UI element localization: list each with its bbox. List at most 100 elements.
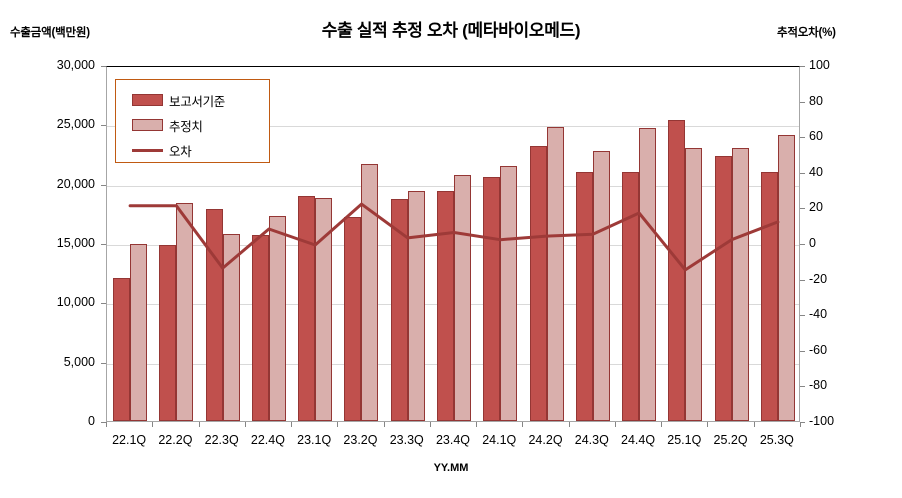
bar-report (437, 191, 454, 421)
bar-estimate (639, 127, 657, 421)
y-axis-left-tickmark (101, 303, 106, 304)
y-axis-left-tick-label: 20,000 (56, 176, 95, 191)
y-axis-left-tick-label: 5,000 (63, 354, 95, 369)
y-axis-right-tick-label: -60 (809, 342, 828, 357)
bar-estimate (546, 126, 564, 421)
bar-report (622, 172, 640, 421)
bar-report (529, 146, 547, 421)
y-axis-right-tick-label: 100 (809, 58, 830, 72)
bar-estimate (731, 148, 749, 421)
y-axis-left-tick-label: 0 (88, 414, 95, 428)
gridline (107, 186, 799, 187)
x-axis-tick-label: 25.3Q (759, 433, 794, 447)
y-axis-right-tickmark (800, 208, 805, 209)
legend-color-swatch (132, 94, 163, 106)
y-axis-left-tickmark (101, 66, 106, 67)
x-axis-tick-label: 23.4Q (435, 433, 471, 447)
y-axis-right-tickmark (800, 244, 805, 245)
plot-area (106, 66, 800, 422)
x-axis-tickmark (800, 422, 801, 427)
y-axis-left-tickmark (101, 125, 106, 126)
bar-estimate (222, 234, 240, 421)
legend-item-label: 보고서기준 (169, 94, 226, 109)
bar-estimate (777, 135, 795, 421)
y-axis-right-tickmark (800, 102, 805, 103)
y-axis-right-tick-label: -100 (809, 414, 835, 428)
gridline (107, 126, 799, 127)
bar-estimate (130, 243, 148, 421)
y-axis-right-tickmark (800, 386, 805, 387)
x-axis-tick-label: 22.3Q (204, 433, 239, 447)
legend-line-swatch (132, 149, 163, 152)
bar-estimate (592, 151, 610, 421)
x-axis-tick-label: 25.2Q (713, 433, 748, 447)
x-axis-tickmark (291, 422, 293, 427)
x-axis-tickmark (661, 422, 663, 427)
x-axis-tick-label: 23.1Q (297, 433, 332, 447)
x-axis-tickmark (568, 422, 570, 427)
bar-estimate (500, 166, 518, 421)
y-axis-left-tick-label: 30,000 (56, 58, 95, 72)
bar-estimate (685, 148, 703, 421)
x-axis-tickmark (614, 422, 616, 427)
legend-color-swatch (132, 119, 163, 131)
y-axis-right-tickmark (800, 315, 805, 316)
x-axis-tick-label: 22.1Q (112, 433, 147, 447)
legend-item-label: 오차 (169, 144, 192, 159)
x-axis-tick-label: 24.2Q (528, 433, 563, 447)
legend-item-label: 추정치 (169, 119, 203, 134)
y-axis-right-tick-label: 0 (809, 236, 816, 250)
bar-estimate (407, 191, 425, 421)
x-axis-tick-label: 22.4Q (250, 433, 285, 447)
y-axis-left-tickmark (101, 244, 106, 245)
y-axis-left-title: 수출금액(백만원) (10, 27, 90, 39)
legend-item[interactable]: 오차 (132, 138, 269, 162)
y-axis-right-tickmark (800, 422, 805, 423)
x-axis-tickmark (707, 422, 709, 427)
x-axis-tick-label: 24.4Q (621, 433, 656, 447)
y-axis-right-title: 추적오차(%) (777, 27, 836, 39)
bar-estimate (176, 203, 194, 421)
bar-report (668, 120, 686, 421)
bar-report (205, 209, 223, 421)
y-axis-left-tickmark (101, 185, 106, 186)
x-axis-tickmark (476, 422, 478, 427)
y-axis-left-tick-label: 15,000 (56, 236, 95, 250)
y-axis-right-tick-label: 40 (809, 164, 823, 179)
y-axis-right-tick-label: 20 (809, 200, 823, 215)
y-axis-right-tick-label: 60 (809, 129, 823, 144)
x-axis-tickmark (383, 422, 385, 427)
bar-report (483, 177, 501, 421)
y-axis-right-tickmark (800, 173, 805, 174)
bar-report (159, 245, 177, 421)
y-axis-right-tick-label: -80 (809, 378, 828, 393)
bar-report (575, 172, 593, 421)
x-axis-tick-label: 22.2Q (158, 433, 193, 447)
bar-report (113, 278, 131, 421)
bar-estimate (268, 215, 286, 421)
bar-estimate (454, 175, 471, 421)
y-axis-left-tick-label: 10,000 (56, 295, 95, 310)
x-axis-tickmark (106, 422, 107, 427)
x-axis-tickmark (198, 422, 200, 427)
x-axis-tickmark (244, 422, 246, 427)
legend-item[interactable]: 추정치 (132, 113, 269, 137)
bar-estimate (361, 164, 379, 421)
bar-report (298, 195, 316, 421)
x-axis-tick-label: 23.3Q (389, 433, 424, 447)
x-axis-tickmark (152, 422, 154, 427)
y-axis-right-tick-label: -40 (809, 307, 828, 322)
bar-report (344, 216, 362, 421)
x-axis-title: YY.MM (433, 462, 469, 474)
y-axis-right-tickmark (800, 66, 805, 67)
x-axis-tick-label: 25.1Q (667, 433, 702, 447)
y-axis-right-tick-label: -20 (809, 271, 828, 286)
chart-title: 수출 실적 추정 오차 (메타바이오메드) (321, 21, 581, 40)
bar-report (714, 155, 732, 421)
x-axis-tick-label: 24.1Q (482, 433, 517, 447)
x-axis-tickmark (337, 422, 339, 427)
y-axis-left-tick-label: 25,000 (56, 117, 95, 132)
legend-item[interactable]: 보고서기준 (132, 88, 269, 112)
bar-report (760, 171, 778, 421)
